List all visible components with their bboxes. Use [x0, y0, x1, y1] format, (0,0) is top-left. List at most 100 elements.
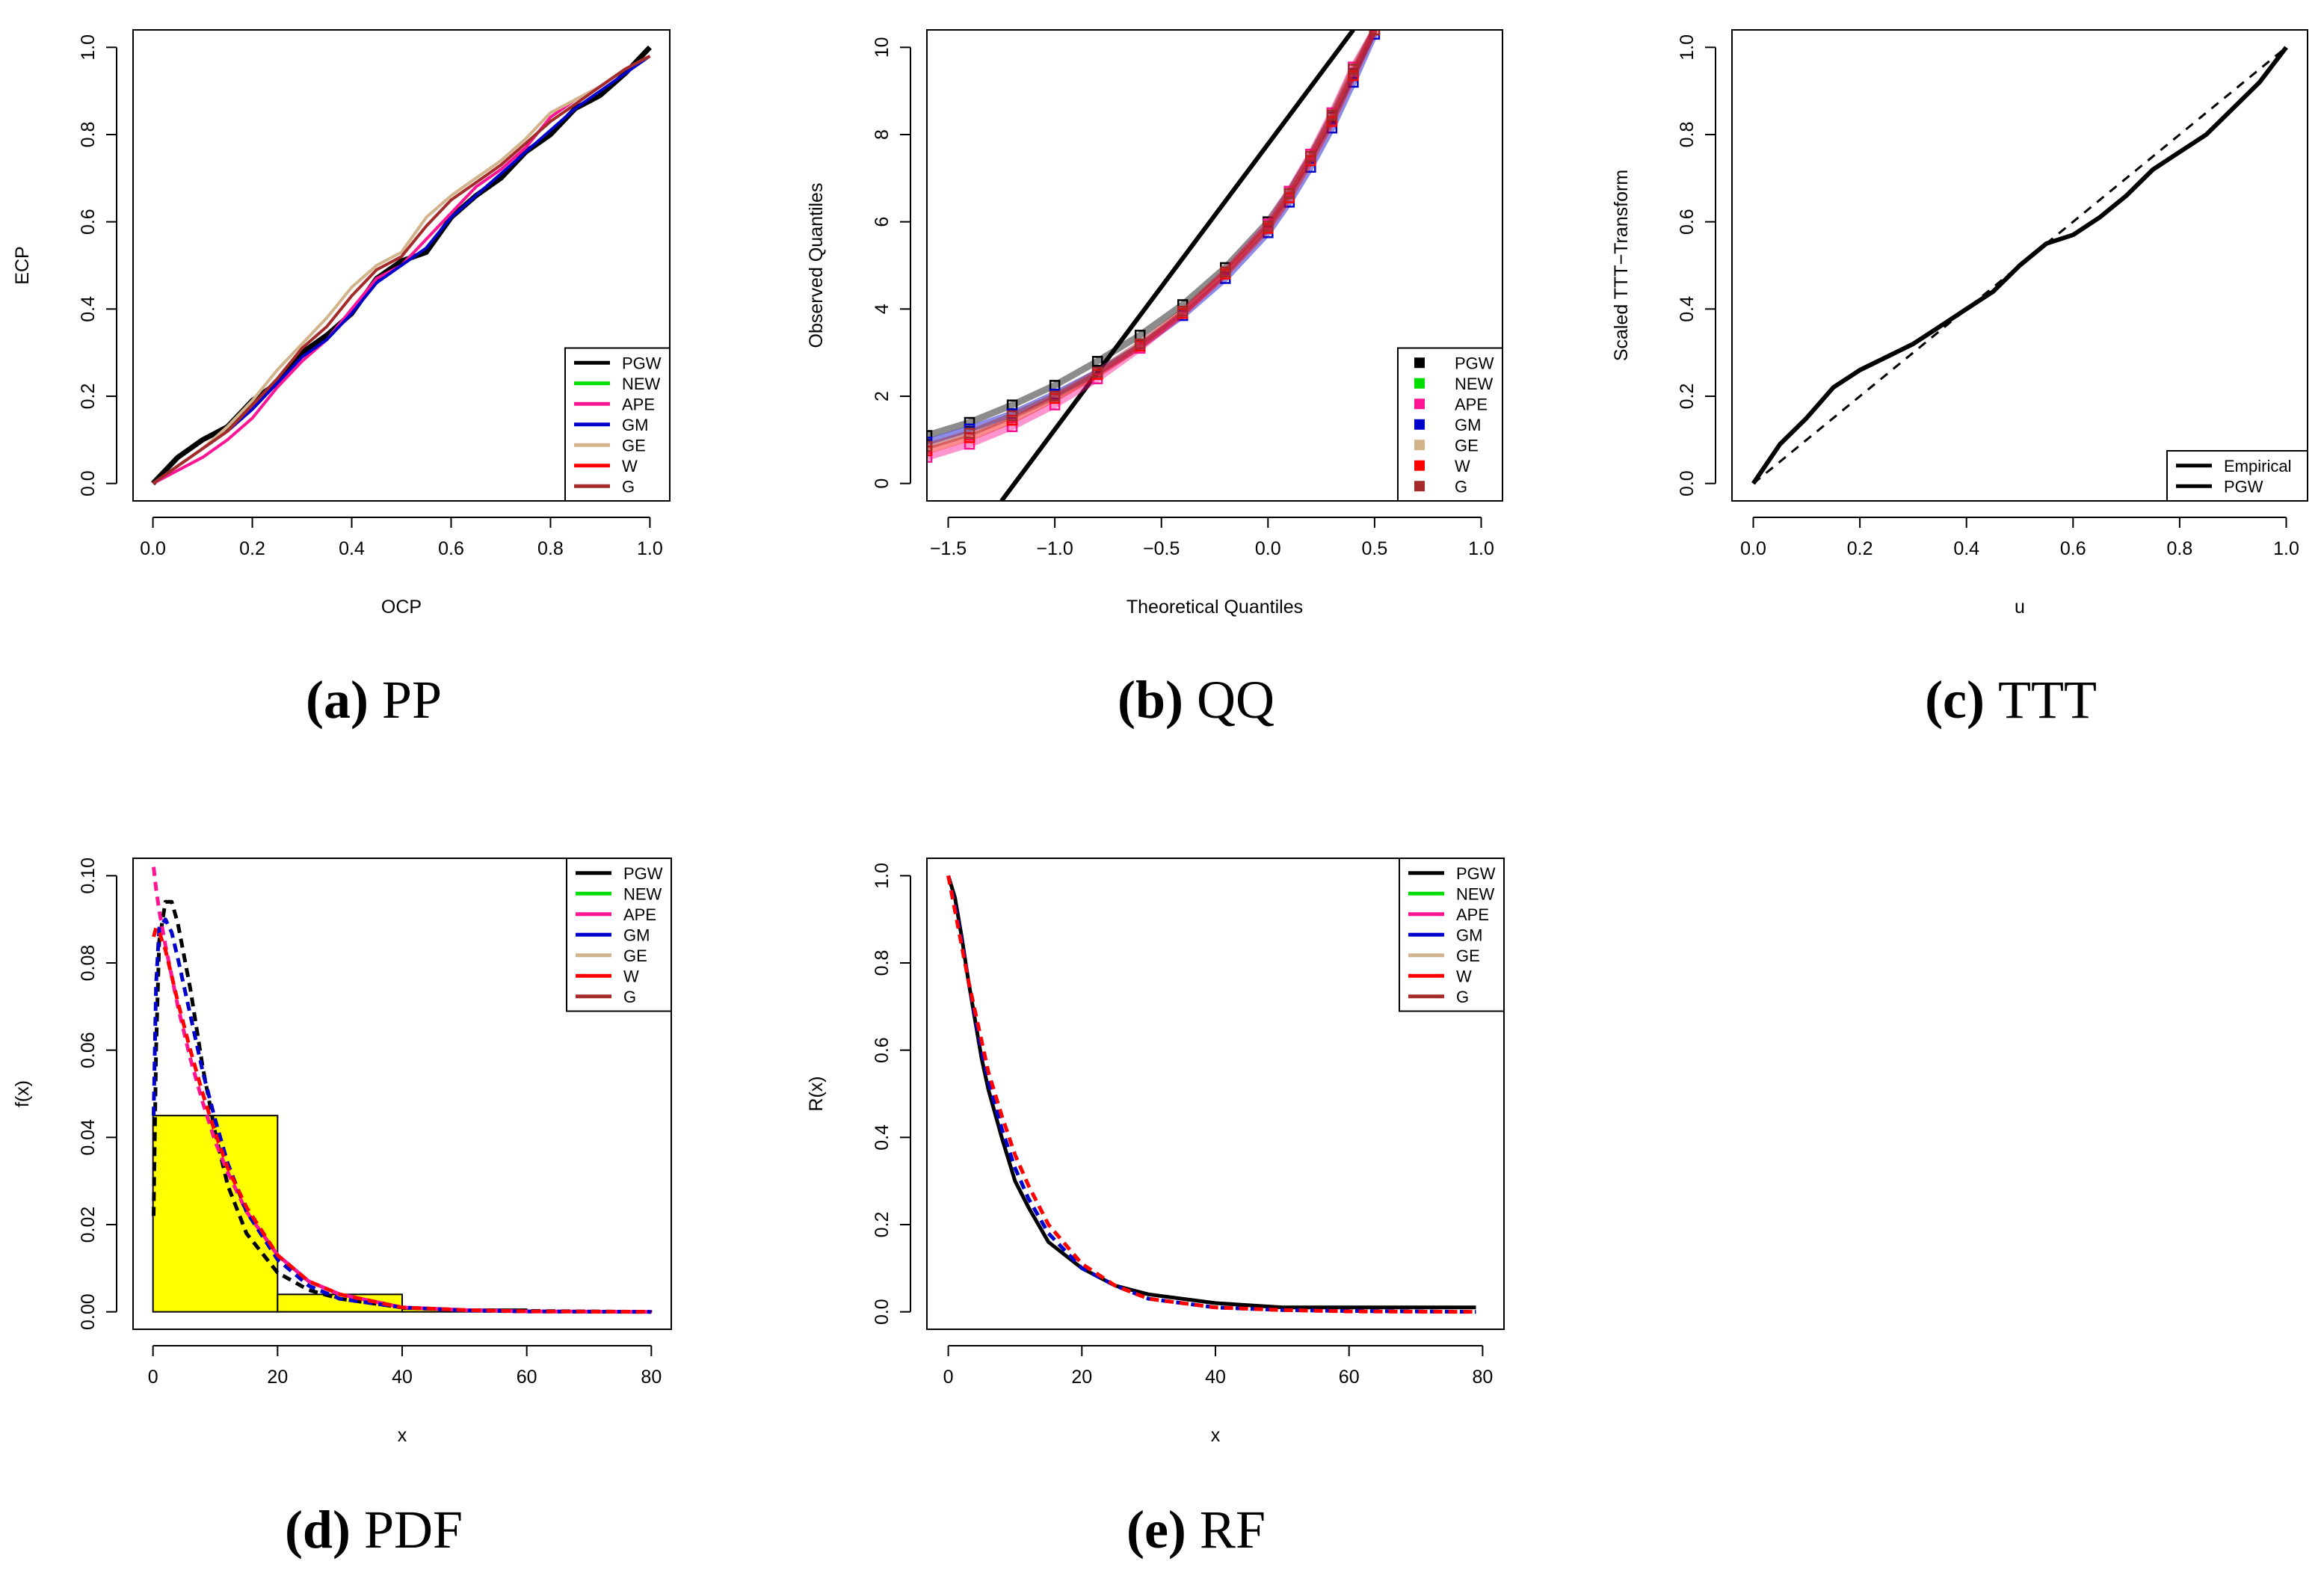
x-tick-label: 1.0 [637, 538, 663, 559]
series-g-point [964, 428, 975, 439]
legend: Empirical PGW [2166, 450, 2308, 502]
x-axis-title: x [1211, 1425, 1221, 1446]
x-tick-label: 0.8 [2167, 538, 2193, 559]
y-tick-label: 0.0 [78, 470, 99, 496]
caption-letter: (e) [1126, 1500, 1200, 1560]
y-axis: 0.0 0.2 0.4 0.6 0.8 1.0 [1677, 34, 1716, 496]
series-g-band [927, 30, 1378, 450]
series-g-point [1263, 221, 1274, 232]
x-tick-label: 0 [148, 1367, 158, 1388]
plot-area [946, 875, 1476, 1314]
legend-label-ape: APE [623, 905, 656, 924]
legend-label-ge: GE [1455, 436, 1479, 455]
x-tick-label: 40 [392, 1367, 413, 1388]
x-tick-label: 0 [943, 1367, 954, 1388]
legend-label-new: NEW [1456, 884, 1495, 903]
series-g-point [1326, 109, 1338, 120]
legend-label-gm: GM [623, 926, 650, 944]
series-gm-point [1348, 76, 1359, 88]
series-pgw-line [1751, 46, 2288, 485]
caption-letter: (b) [1118, 670, 1197, 730]
legend-label-pgw: PGW [1455, 354, 1494, 372]
y-tick-label: 0.0 [1677, 470, 1698, 496]
y-tick-label: 1.0 [78, 34, 99, 61]
legend-label-ge: GE [622, 436, 646, 455]
series-w-point [1348, 70, 1359, 81]
panel-qq: −1.5 −1.0 −0.5 0.0 0.5 1.0 0 2 4 6 8 10 Theoretical … [806, 29, 1503, 730]
legend-label-w: W [1456, 967, 1472, 985]
caption-text: PDF [364, 1500, 463, 1560]
x-tick-label: 0.0 [140, 538, 166, 559]
y-tick-label: 0.6 [78, 209, 99, 235]
y-tick-label: 0.2 [78, 384, 99, 410]
series-g-point [927, 440, 933, 452]
series-g-point [1305, 150, 1316, 162]
caption-letter: (c) [1925, 670, 1998, 730]
y-tick-label: 0.4 [872, 1124, 893, 1151]
plot-frame [1731, 29, 2308, 502]
x-tick-label: −0.5 [1143, 538, 1180, 559]
legend-label-ge: GE [1456, 946, 1480, 965]
x-tick-label: 60 [517, 1367, 537, 1388]
x-tick-label: 0.8 [537, 538, 564, 559]
y-tick-label: 0.00 [78, 1293, 99, 1330]
series-w-line [946, 875, 1476, 1314]
x-tick-label: −1.0 [1036, 538, 1073, 559]
series-pgw-point [964, 416, 975, 428]
y-axis-title: Observed Quantiles [806, 183, 827, 348]
x-tick-label: 0.0 [1255, 538, 1281, 559]
y-tick-label: 0.2 [872, 1212, 893, 1238]
x-tick-label: 80 [1473, 1367, 1494, 1388]
x-tick-label: 1.0 [1468, 538, 1494, 559]
x-tick-label: 40 [1205, 1367, 1226, 1388]
x-axis: 0 20 40 60 80 [148, 1345, 662, 1388]
series-gm-point [1305, 161, 1316, 173]
series-pgw-point [927, 430, 933, 441]
legend-label-pgw: PGW [2224, 477, 2263, 496]
plot-area [1751, 46, 2288, 485]
y-tick-label: 0.02 [78, 1207, 99, 1243]
legend-swatch [1414, 481, 1425, 492]
legend-swatch [1414, 357, 1425, 369]
x-tick-label: 0.4 [1953, 538, 1979, 559]
caption-text: TTT [1998, 670, 2097, 730]
legend-label-gm: GM [1455, 416, 1481, 434]
x-axis-title: u [2015, 597, 2025, 618]
y-axis: 0 2 4 6 8 10 [872, 37, 911, 489]
series-g-point [1283, 188, 1295, 199]
series-ge-line [152, 55, 651, 485]
y-tick-label: 6 [872, 217, 893, 227]
legend-label-ape: APE [1455, 395, 1488, 413]
y-tick-label: 0.6 [872, 1037, 893, 1063]
legend-swatch [1414, 398, 1425, 410]
series-gm-line [946, 875, 1476, 1314]
series-ape-point [1006, 421, 1018, 433]
caption-text: QQ [1197, 670, 1274, 730]
series-g-point [1177, 306, 1189, 317]
plot-frame [926, 858, 1505, 1330]
legend-label-g: G [622, 477, 635, 496]
x-tick-label: 0.0 [1740, 538, 1766, 559]
series-w-line [152, 926, 652, 1314]
legend-label-pgw: PGW [623, 864, 663, 883]
x-tick-label: 1.0 [2273, 538, 2299, 559]
caption-letter: (a) [306, 670, 382, 730]
y-tick-label: 10 [872, 37, 893, 58]
plot-area [151, 45, 652, 486]
x-tick-label: 0.6 [2060, 538, 2086, 559]
legend-label-new: NEW [622, 375, 661, 393]
x-tick-label: 0.2 [1847, 538, 1873, 559]
x-axis-title: Theoretical Quantiles [1126, 597, 1303, 618]
y-tick-label: 0.6 [1677, 209, 1698, 235]
y-axis: 0.0 0.2 0.4 0.6 0.8 1.0 [78, 34, 117, 496]
series-gm-band [927, 32, 1378, 446]
y-tick-label: 8 [872, 129, 893, 140]
legend-label-pgw: PGW [1456, 864, 1496, 883]
plot-frame [926, 29, 1503, 502]
x-tick-label: 0.2 [239, 538, 265, 559]
y-tick-label: 0.2 [1677, 384, 1698, 410]
series-pgw-point [1091, 356, 1103, 367]
